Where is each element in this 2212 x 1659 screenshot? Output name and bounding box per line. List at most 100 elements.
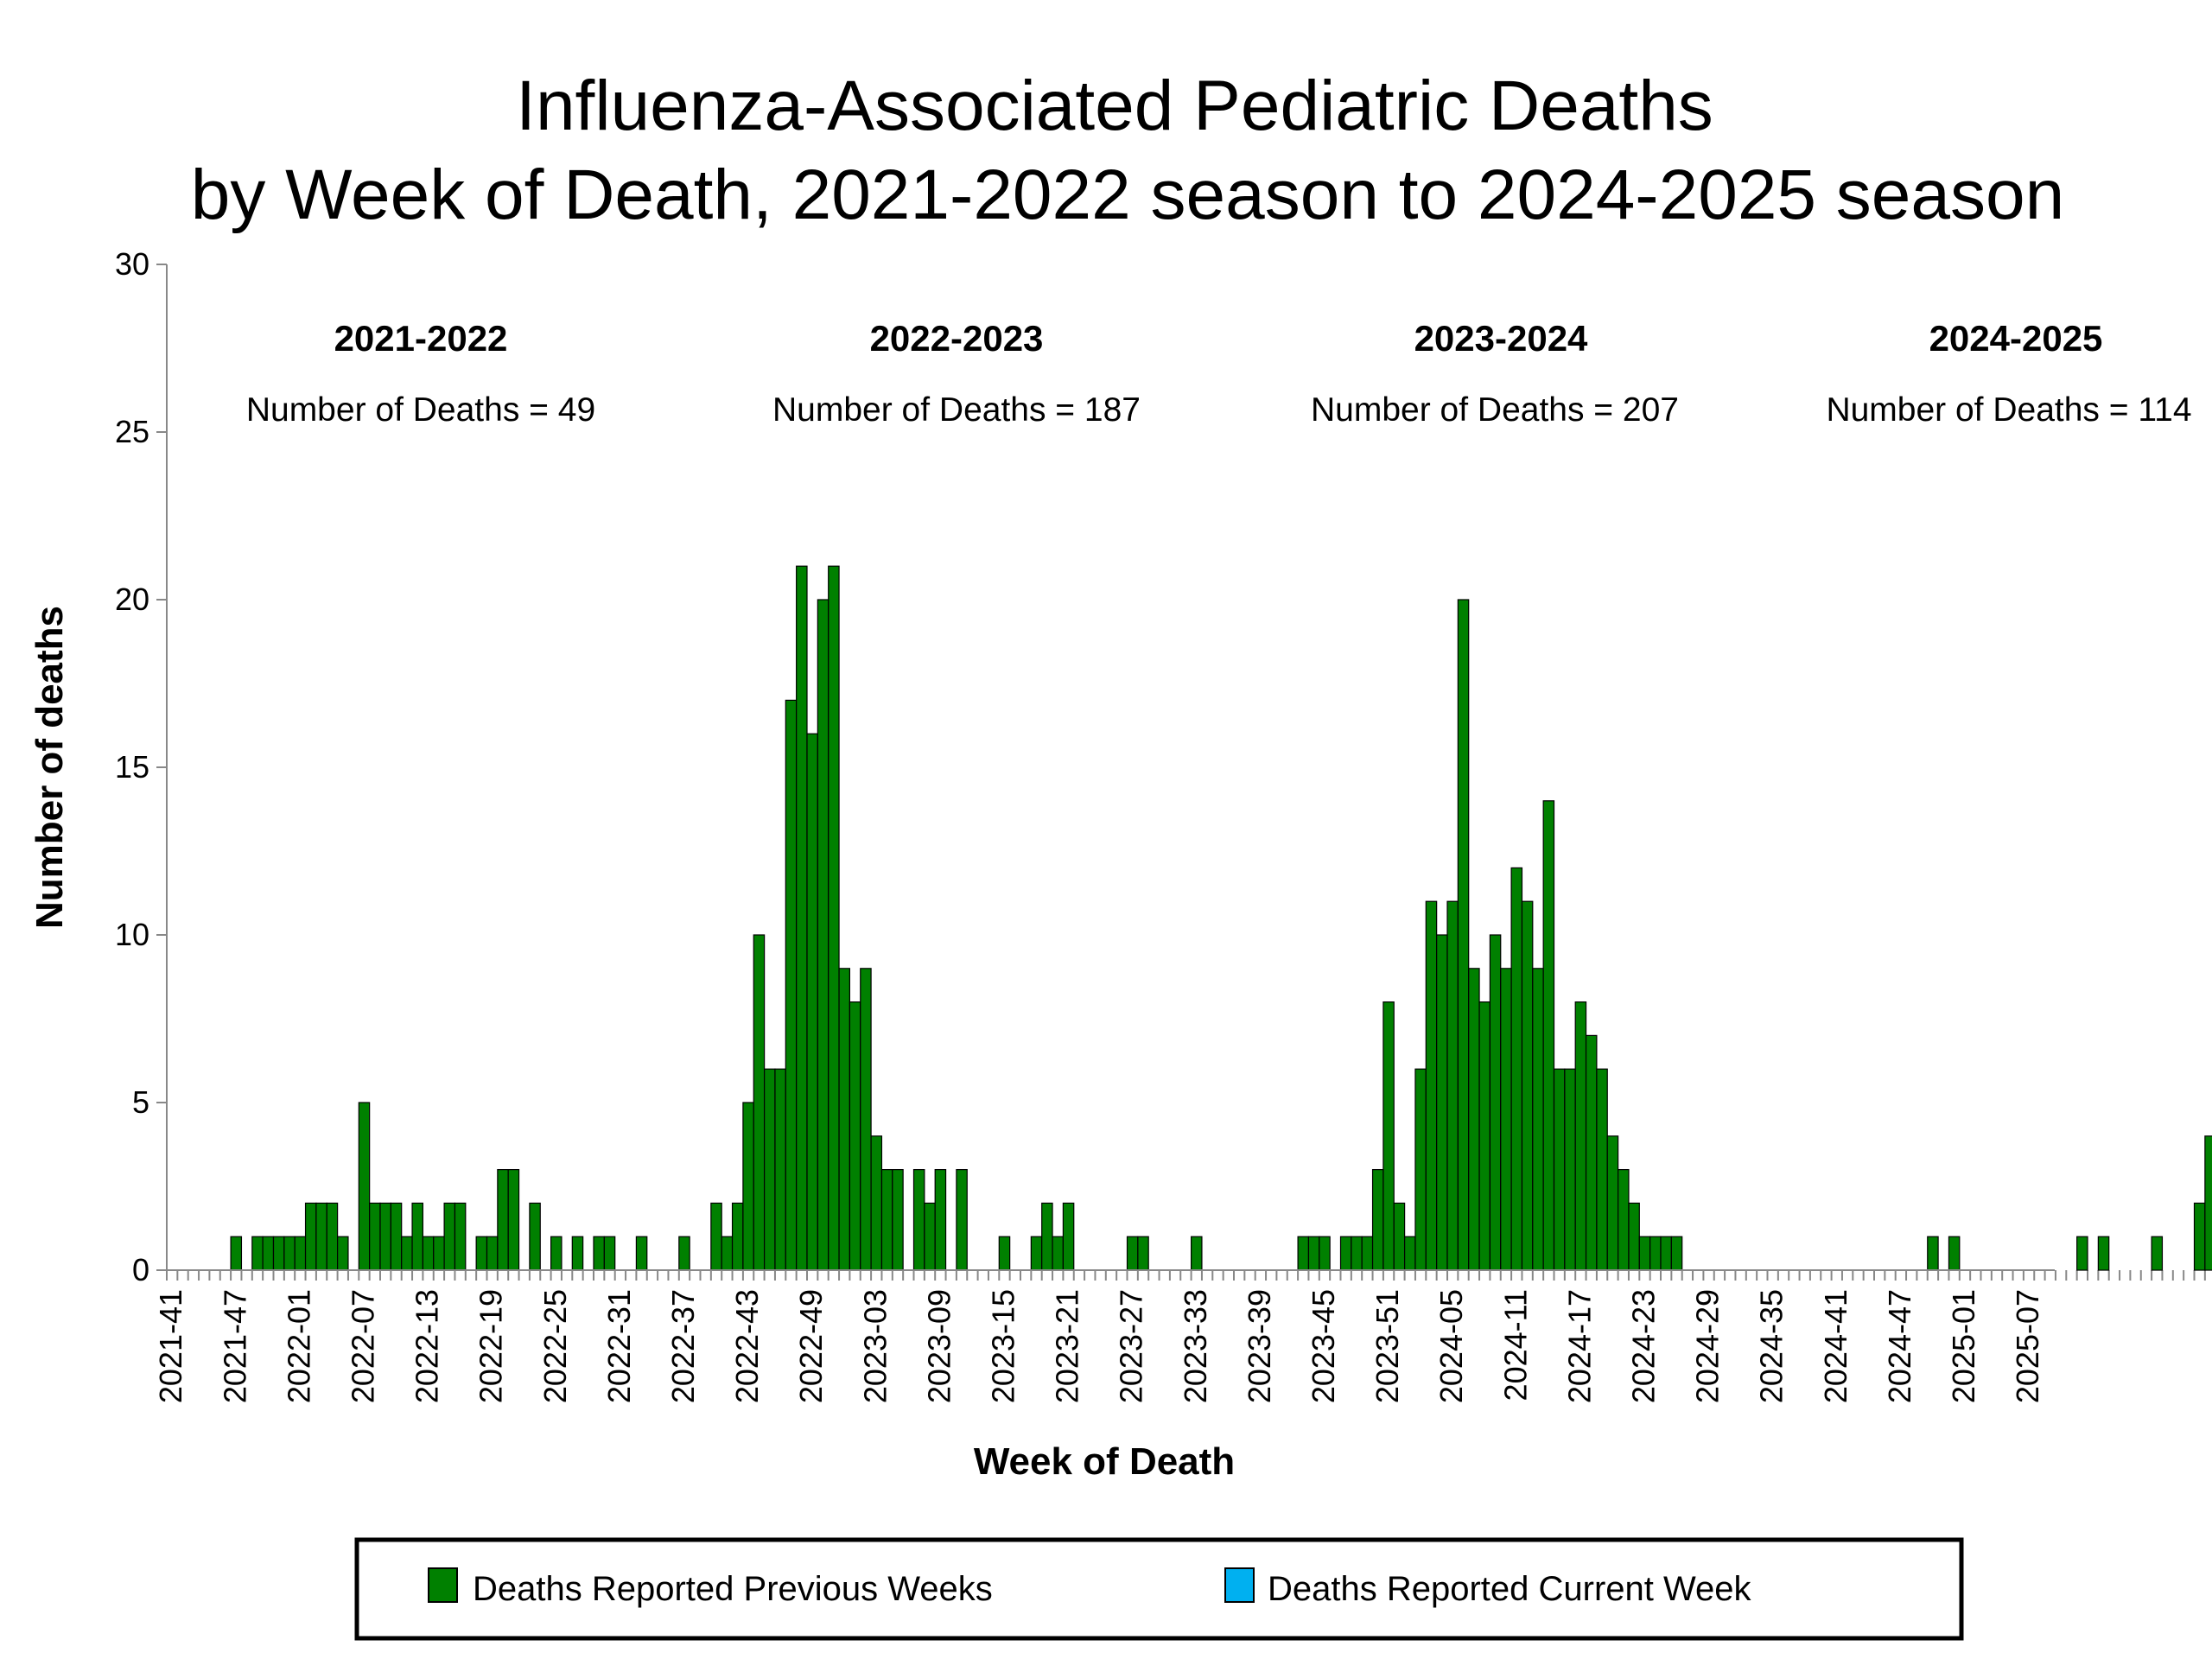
- x-tick-label: 2022-19: [474, 1289, 509, 1403]
- bar-previous-weeks: [892, 1168, 904, 1271]
- season-count-2021-2022: Number of Deaths = 49: [246, 391, 595, 429]
- bar-previous-weeks: [1596, 1068, 1608, 1271]
- bar-previous-weeks: [272, 1236, 285, 1271]
- x-tick-label: 2024-47: [1882, 1289, 1917, 1403]
- y-tick-label: 25: [115, 414, 149, 449]
- bar-previous-weeks: [454, 1202, 467, 1271]
- x-tick-label: 2022-01: [281, 1289, 316, 1403]
- legend-box: [354, 1537, 1964, 1641]
- bar-previous-weeks: [1307, 1236, 1320, 1271]
- bars: [230, 565, 2212, 1271]
- bar-previous-weeks: [1425, 900, 1438, 1271]
- season-annotations: 2021-2022 Number of Deaths = 49 2022-202…: [246, 318, 2192, 429]
- x-tick-label: 2023-03: [857, 1289, 893, 1403]
- x-tick-label: 2024-23: [1625, 1289, 1661, 1403]
- bar-previous-weeks: [1339, 1236, 1352, 1271]
- bar-previous-weeks: [369, 1202, 381, 1271]
- bar-previous-weeks: [1660, 1236, 1672, 1271]
- bar-previous-weeks: [1446, 900, 1459, 1271]
- bar-previous-weeks: [1371, 1168, 1384, 1271]
- bar-previous-weeks: [1403, 1236, 1416, 1271]
- bar-previous-weeks: [1670, 1236, 1683, 1271]
- bar-previous-weeks: [1628, 1202, 1640, 1271]
- bar-previous-weeks: [315, 1202, 327, 1271]
- bar-previous-weeks: [2076, 1236, 2088, 1271]
- legend-swatch-previous: [428, 1567, 458, 1603]
- x-axis-label: Week of Death: [974, 1440, 1235, 1483]
- bar-previous-weeks: [1351, 1236, 1363, 1271]
- bar-previous-weeks: [785, 699, 798, 1271]
- x-tick-label: 2022-49: [793, 1289, 829, 1403]
- bar-previous-weeks: [828, 565, 840, 1271]
- bar-previous-weeks: [635, 1236, 648, 1271]
- season-count-2023-2024: Number of Deaths = 207: [1311, 391, 1679, 429]
- x-tick-label: 2023-51: [1370, 1289, 1405, 1403]
- x-tick-label: 2025-07: [2010, 1289, 2045, 1403]
- bar-previous-weeks: [411, 1202, 423, 1271]
- bar-previous-weeks: [1393, 1202, 1406, 1271]
- bar-previous-weeks: [1606, 1135, 1619, 1271]
- bar-previous-weeks: [1190, 1236, 1203, 1271]
- bar-previous-weeks: [1297, 1236, 1310, 1271]
- bar-previous-weeks: [433, 1236, 445, 1271]
- legend-label-previous: Deaths Reported Previous Weeks: [473, 1570, 993, 1608]
- bar-previous-weeks: [1585, 1034, 1598, 1271]
- bar-previous-weeks: [294, 1236, 307, 1271]
- x-tick-label: 2022-31: [601, 1289, 637, 1403]
- bar-previous-weeks: [443, 1202, 456, 1271]
- bar-previous-weeks: [1927, 1236, 1939, 1271]
- season-label-2023-2024: 2023-2024: [1414, 318, 1588, 359]
- season-label-2024-2025: 2024-2025: [1929, 318, 2103, 359]
- bar-previous-weeks: [1030, 1236, 1043, 1271]
- bar-previous-weeks: [1062, 1202, 1075, 1271]
- y-axis-label: Number of deaths: [29, 606, 71, 929]
- bar-previous-weeks: [262, 1236, 275, 1271]
- bar-previous-weeks: [763, 1068, 776, 1271]
- bar-previous-weeks: [1574, 1001, 1587, 1271]
- bar-previous-weeks: [1553, 1068, 1566, 1271]
- x-tick-label: 2022-13: [410, 1289, 445, 1403]
- bar-previous-weeks: [1478, 1001, 1491, 1271]
- legend-swatch-current: [1224, 1567, 1255, 1603]
- bar-previous-weeks: [1457, 599, 1470, 1271]
- bar-previous-weeks: [1414, 1068, 1427, 1271]
- x-tick-label: 2024-05: [1433, 1289, 1469, 1403]
- y-axis-ticks: 0 5 10 15 20 25 30: [115, 246, 167, 1287]
- bar-previous-weeks: [1649, 1236, 1662, 1271]
- bar-previous-weeks: [1489, 934, 1502, 1271]
- bar-previous-weeks: [1532, 968, 1544, 1271]
- bar-previous-weeks: [571, 1236, 584, 1271]
- bar-previous-weeks: [2097, 1236, 2110, 1271]
- bar-previous-weeks: [880, 1168, 893, 1271]
- bar-previous-weeks: [251, 1236, 264, 1271]
- legend-label-current: Deaths Reported Current Week: [1268, 1570, 1752, 1608]
- season-label-2022-2023: 2022-2023: [870, 318, 1044, 359]
- bar-previous-weeks: [912, 1168, 925, 1271]
- x-tick-label: 2023-09: [921, 1289, 957, 1403]
- bar-previous-weeks: [998, 1236, 1011, 1271]
- bar-previous-weeks: [870, 1135, 883, 1271]
- x-tick-label: 2025-01: [1946, 1289, 1981, 1403]
- bar-previous-weeks: [2151, 1236, 2164, 1271]
- season-count-2024-2025: Number of Deaths = 114: [1826, 391, 2191, 429]
- bar-previous-weeks: [401, 1236, 413, 1271]
- bar-previous-weeks: [358, 1102, 371, 1271]
- x-tick-label: 2022-07: [345, 1289, 380, 1403]
- y-tick-label: 0: [132, 1252, 149, 1287]
- bar-previous-weeks: [603, 1236, 616, 1271]
- season-count-2022-2023: Number of Deaths = 187: [772, 391, 1141, 429]
- bar-previous-weeks: [422, 1236, 435, 1271]
- y-tick-label: 10: [115, 917, 149, 952]
- x-tick-label: 2024-29: [1690, 1289, 1726, 1403]
- bar-previous-weeks: [796, 565, 808, 1271]
- x-tick-label: 2021-47: [217, 1289, 252, 1403]
- bar-previous-weeks: [934, 1168, 947, 1271]
- bar-previous-weeks: [1126, 1236, 1139, 1271]
- x-axis-ticks: 2021-41 2021-47 2022-01 2022-07 2022-13 2022-…: [153, 1270, 2206, 1403]
- bar-previous-weeks: [1564, 1068, 1576, 1271]
- season-label-2021-2022: 2021-2022: [334, 318, 508, 359]
- x-tick-label: 2024-17: [1561, 1289, 1597, 1403]
- y-tick-label: 20: [115, 582, 149, 617]
- bar-previous-weeks: [1382, 1001, 1395, 1271]
